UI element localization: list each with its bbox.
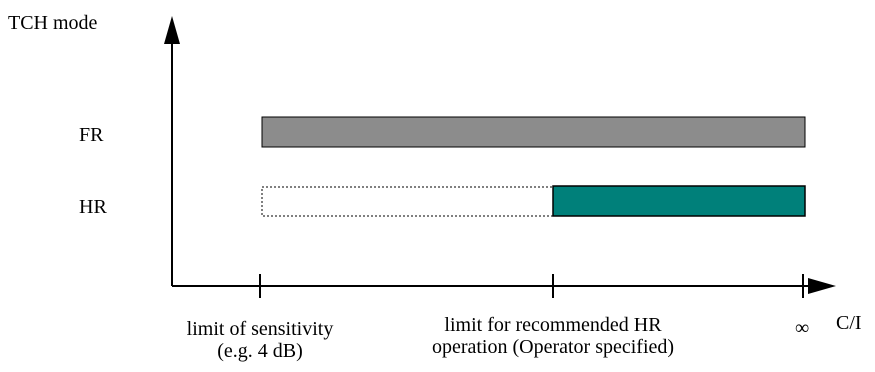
tick-label-hr-limit-line1: limit for recommended HR	[444, 314, 662, 336]
tick-label-sensitivity: limit of sensitivity (e.g. 4 dB)	[130, 318, 390, 362]
row-label-hr: HR	[79, 196, 107, 218]
tick-label-infinity: ∞	[795, 317, 810, 339]
x-axis-label: C/I	[836, 312, 862, 334]
hr-dotted-region	[261, 186, 554, 217]
y-axis-arrowhead	[164, 16, 180, 44]
row-label-fr: FR	[79, 124, 104, 146]
x-axis-arrowhead	[808, 278, 836, 294]
tick-label-hr-limit-line2: operation (Operator specified)	[431, 336, 675, 358]
tick-label-sensitivity-line1: limit of sensitivity	[186, 318, 334, 340]
y-axis-label: TCH mode	[8, 12, 98, 34]
tick-label-hr-limit: limit for recommended HR operation (Oper…	[393, 314, 713, 358]
hr-bar	[552, 185, 806, 217]
tick-label-sensitivity-line2: (e.g. 4 dB)	[217, 340, 303, 362]
fr-bar	[261, 116, 806, 148]
